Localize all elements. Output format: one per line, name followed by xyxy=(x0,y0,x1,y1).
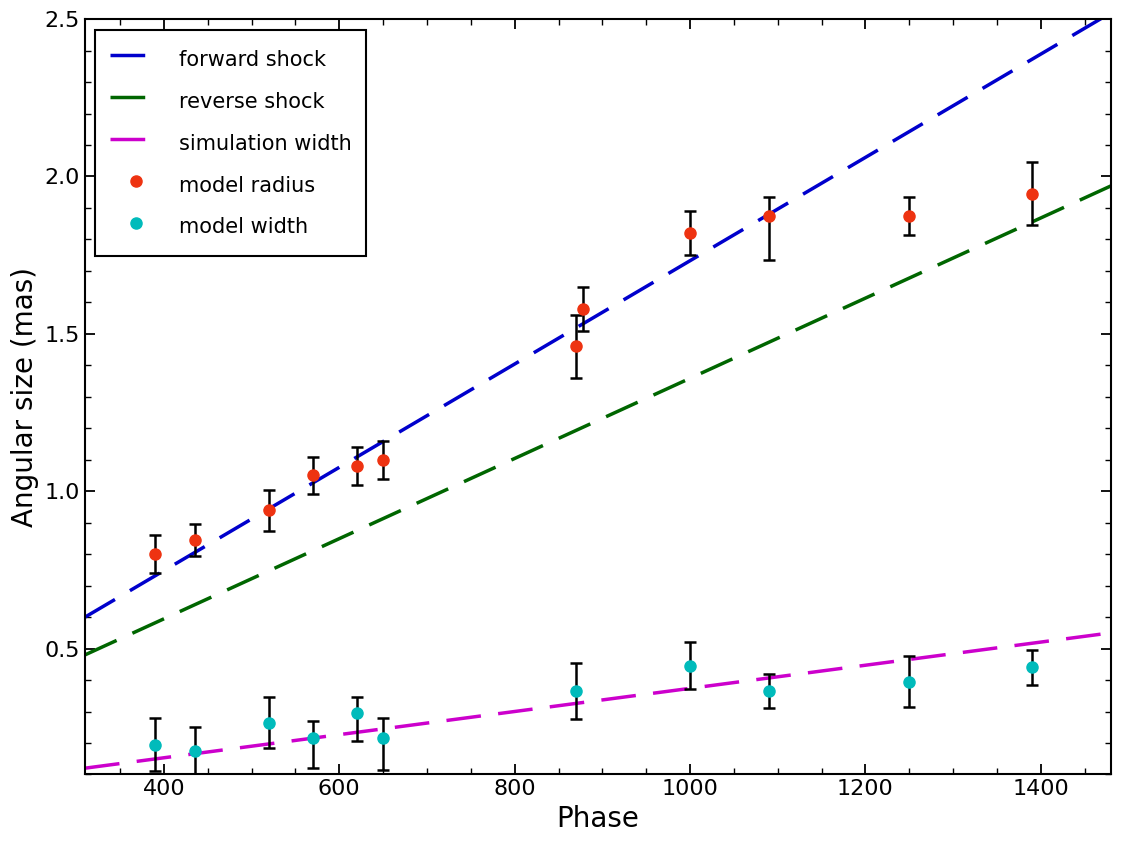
Y-axis label: Angular size (mas): Angular size (mas) xyxy=(11,267,39,527)
X-axis label: Phase: Phase xyxy=(557,805,640,833)
Legend: forward shock, reverse shock, simulation width, model radius, model width: forward shock, reverse shock, simulation… xyxy=(95,30,366,256)
